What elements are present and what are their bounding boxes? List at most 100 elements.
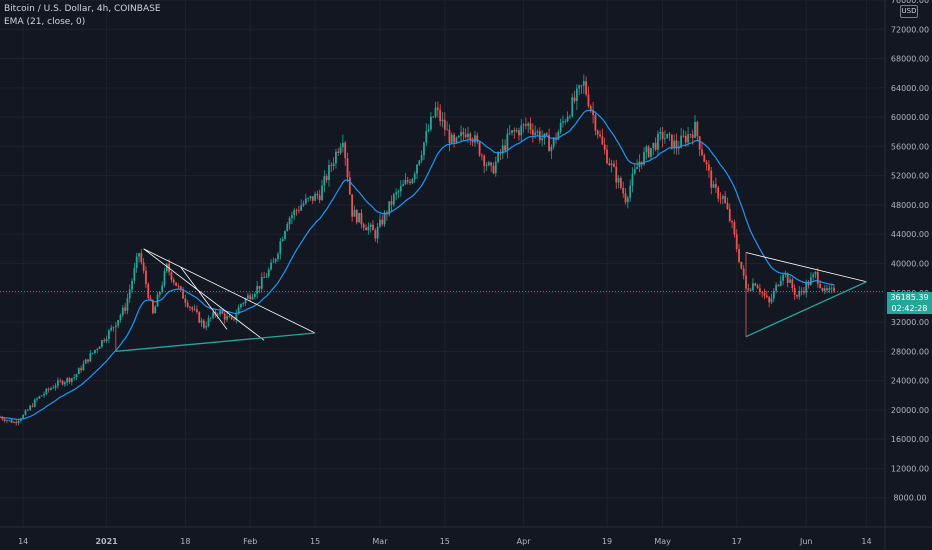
candle-body — [453, 134, 455, 143]
trendline-resistance-2[interactable] — [143, 248, 265, 341]
candle-body — [708, 164, 710, 171]
plot-area — [0, 0, 885, 527]
candle-body — [418, 160, 421, 165]
candle-body — [258, 286, 261, 289]
candle-body — [390, 201, 393, 205]
candle-body — [189, 306, 191, 308]
candle-body — [668, 133, 671, 135]
candle-body — [284, 231, 286, 239]
candle-body — [77, 368, 80, 375]
candle-body — [664, 138, 666, 140]
candle-body — [314, 193, 316, 201]
candle-body — [3, 419, 6, 421]
candle-body — [765, 295, 768, 298]
candle-body — [480, 155, 483, 157]
currency-badge[interactable]: USD — [900, 5, 918, 18]
candle-body — [300, 205, 303, 211]
candle-body — [580, 85, 583, 87]
candle-body — [545, 133, 548, 136]
x-tick-label: Feb — [243, 537, 257, 546]
candle-body — [694, 121, 696, 138]
candle-body — [467, 133, 469, 138]
candle-body — [29, 405, 32, 410]
candle-body — [207, 318, 210, 327]
y-tick-label: 16000.00 — [891, 435, 929, 444]
candle-body — [814, 272, 817, 275]
candle-body — [145, 270, 147, 285]
candle-body — [184, 298, 187, 303]
candle-body — [436, 107, 439, 110]
trendline-resistance-3[interactable] — [180, 266, 228, 330]
candle-body — [98, 346, 101, 349]
x-tick-label: 18 — [180, 537, 190, 546]
candle-body — [348, 177, 351, 195]
candle-body — [724, 195, 727, 203]
candle-body — [420, 155, 423, 161]
candle-body — [119, 315, 122, 321]
candle-body — [733, 222, 736, 235]
candle-body — [640, 161, 643, 165]
candle-body — [358, 212, 360, 223]
candle-body — [562, 121, 564, 123]
candle-body — [494, 161, 497, 174]
candle-body — [304, 198, 307, 204]
candle-body — [379, 219, 381, 227]
candle-body — [1, 417, 4, 420]
candle-body — [33, 399, 36, 407]
candle-body — [761, 292, 764, 293]
candle-body — [177, 285, 180, 287]
candle-body — [791, 279, 794, 289]
candle-body — [360, 212, 363, 225]
candle-body — [717, 187, 720, 199]
candle-body — [689, 134, 692, 136]
candle-body — [249, 295, 252, 300]
candle-body — [784, 273, 787, 275]
candle-body — [450, 134, 453, 144]
candle-body — [209, 317, 212, 319]
candle-body — [186, 302, 189, 307]
candle-body — [427, 129, 430, 132]
candle-body — [149, 298, 152, 301]
candle-body — [823, 288, 826, 291]
candle-body — [534, 132, 537, 135]
candle-body — [330, 165, 333, 166]
candle-body — [205, 326, 208, 328]
candle-body — [775, 284, 778, 291]
candle-body — [170, 272, 173, 280]
candle-body — [487, 162, 490, 166]
candle-body — [68, 378, 71, 382]
candle-body — [738, 249, 740, 262]
candle-body — [321, 185, 323, 201]
y-tick-label: 56000.00 — [891, 142, 929, 151]
candle-body — [754, 283, 757, 286]
y-tick-label: 28000.00 — [891, 347, 929, 356]
candle-body — [587, 94, 590, 107]
candle-body — [448, 129, 451, 144]
candle-body — [91, 352, 94, 354]
candle-body — [242, 303, 245, 305]
candle-body — [253, 293, 256, 297]
trendline-support-1[interactable] — [115, 332, 316, 352]
candle-body — [682, 135, 685, 137]
candle-body — [392, 194, 395, 205]
candle-body — [152, 300, 154, 314]
candle-body — [82, 363, 85, 371]
candle-body — [610, 163, 613, 166]
candle-body — [782, 274, 784, 281]
candle-body — [22, 414, 25, 419]
candle-body — [270, 262, 272, 270]
candle-body — [573, 97, 576, 102]
trendline-resistance-4[interactable] — [745, 252, 867, 283]
candle-body — [768, 297, 771, 303]
candle-body — [61, 380, 64, 385]
candle-body — [52, 387, 55, 389]
trendline-resistance-1[interactable] — [143, 248, 316, 334]
ema-line — [0, 109, 835, 421]
candle-body — [325, 176, 328, 181]
candle-body — [626, 197, 629, 203]
candle-body — [569, 116, 571, 118]
candle-body — [747, 288, 750, 291]
trendline-support-2[interactable] — [745, 281, 867, 338]
candle-body — [154, 306, 157, 314]
